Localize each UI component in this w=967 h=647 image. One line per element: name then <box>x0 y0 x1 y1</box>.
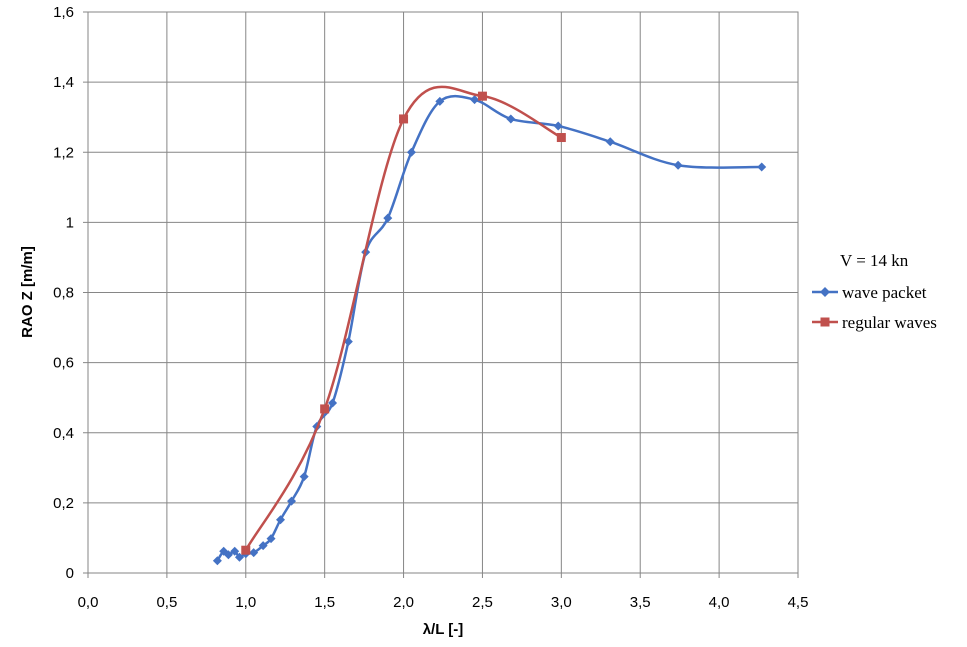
legend-label-wave-packet: wave packet <box>842 283 927 302</box>
data-point-wave-packet <box>757 162 767 172</box>
data-point-wave-packet <box>234 552 244 562</box>
data-point-wave-packet <box>470 95 480 105</box>
y-tick-label: 0,8 <box>53 285 74 302</box>
data-point-regular-waves <box>320 404 330 414</box>
data-point-wave-packet <box>506 114 516 124</box>
data-point-wave-packet <box>266 534 276 544</box>
x-tick-label: 3,5 <box>630 594 651 611</box>
y-tick-label: 1,2 <box>53 144 74 161</box>
data-point-wave-packet <box>673 160 683 170</box>
legend-entry-wave-packet: wave packet <box>812 283 927 302</box>
data-point-wave-packet <box>287 496 297 506</box>
y-tick-label: 0,2 <box>53 495 74 512</box>
x-tick-label: 1,0 <box>235 594 256 611</box>
data-point-wave-packet <box>258 541 268 551</box>
x-tick-label: 4,0 <box>709 594 730 611</box>
y-tick-label: 0,6 <box>53 355 74 372</box>
x-tick-labels: 0,0 0,5 1,0 1,5 2,0 2,5 3,0 3,5 4,0 4,5 <box>78 594 809 611</box>
x-tick-label: 0,5 <box>156 594 177 611</box>
y-axis-title: RAO Z [m/m] <box>19 246 36 338</box>
x-tick-label: 2,5 <box>472 594 493 611</box>
series-line-regular-waves <box>244 85 562 551</box>
data-point-wave-packet <box>406 147 416 157</box>
legend-title: V = 14 kn <box>840 251 909 270</box>
data-point-wave-packet <box>435 96 445 106</box>
series-regular-waves <box>241 85 566 555</box>
data-point-wave-packet <box>328 398 338 408</box>
x-tick-label: 2,0 <box>393 594 414 611</box>
series-layer <box>212 85 767 566</box>
gridlines <box>83 11 799 578</box>
data-point-wave-packet <box>223 550 233 560</box>
y-tick-label: 1,4 <box>53 74 74 91</box>
y-tick-label: 0,4 <box>53 425 74 442</box>
data-point-wave-packet <box>605 137 615 147</box>
data-point-wave-packet <box>212 556 222 566</box>
x-tick-label: 1,5 <box>314 594 335 611</box>
plot-area-border <box>87 11 799 574</box>
data-point-wave-packet <box>230 546 240 556</box>
legend: V = 14 kn wave packet regular waves <box>812 251 937 332</box>
y-tick-label: 1 <box>66 214 74 231</box>
data-point-wave-packet <box>299 472 309 482</box>
y-tick-label: 0 <box>66 565 74 582</box>
data-point-regular-waves <box>556 133 566 143</box>
y-tick-label: 1,6 <box>53 4 74 21</box>
data-point-regular-waves <box>399 114 409 124</box>
data-point-wave-packet <box>343 337 353 347</box>
data-point-regular-waves <box>241 545 251 555</box>
data-point-wave-packet <box>275 515 285 525</box>
legend-marker-wave-packet <box>820 287 830 297</box>
data-point-regular-waves <box>477 91 487 101</box>
x-tick-label: 0,0 <box>78 594 99 611</box>
x-tick-label: 4,5 <box>788 594 809 611</box>
series-wave-packet <box>212 94 767 566</box>
legend-entry-regular-waves: regular waves <box>812 313 937 332</box>
x-tick-label: 3,0 <box>551 594 572 611</box>
legend-label-regular-waves: regular waves <box>842 313 937 332</box>
data-point-wave-packet <box>249 548 259 558</box>
y-tick-labels: 0 0,2 0,4 0,6 0,8 1 1,2 1,4 1,6 <box>53 4 74 582</box>
data-point-wave-packet <box>553 121 563 131</box>
legend-marker-regular-waves <box>820 317 830 327</box>
x-axis-title: λ/L [-] <box>423 621 464 638</box>
data-point-wave-packet <box>383 213 393 223</box>
